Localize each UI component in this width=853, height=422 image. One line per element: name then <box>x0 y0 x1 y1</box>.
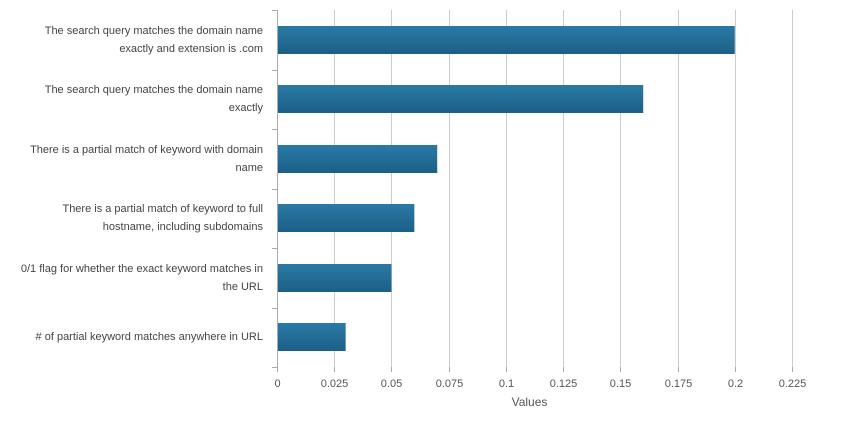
axes <box>272 10 793 372</box>
gridlines <box>334 10 793 367</box>
x-tick-label: 0.2 <box>728 378 743 390</box>
y-category-label: The search query matches the domain name… <box>44 84 263 114</box>
x-tick-label: 0 <box>274 378 280 390</box>
y-category-label: There is a partial match of keyword with… <box>30 144 263 174</box>
bar[interactable] <box>278 264 392 292</box>
x-axis-title: Values <box>512 395 548 409</box>
bar[interactable] <box>278 145 438 173</box>
x-tick-label: 0.05 <box>381 378 402 390</box>
x-tick-label: 0.175 <box>665 378 693 390</box>
bar[interactable] <box>278 323 346 351</box>
bars <box>278 26 735 351</box>
bar[interactable] <box>278 26 735 54</box>
y-category-label: 0/1 flag for whether the exact keyword m… <box>20 263 263 293</box>
y-category-label: There is a partial match of keyword to f… <box>62 203 263 233</box>
x-tick-label: 0.075 <box>436 378 464 390</box>
x-tick-label: 0.025 <box>321 378 349 390</box>
bar[interactable] <box>278 85 644 113</box>
x-tick-label: 0.125 <box>550 378 578 390</box>
x-tick-label: 0.225 <box>779 378 807 390</box>
bar[interactable] <box>278 204 415 232</box>
x-tick-label: 0.15 <box>610 378 631 390</box>
x-tick-labels: 0 0.025 0.05 0.075 0.1 0.125 0.15 0.175 0.2 0.225 <box>274 378 806 390</box>
y-category-label: The search query matches the domain name… <box>44 25 263 55</box>
x-tick-label: 0.1 <box>499 378 514 390</box>
y-category-label: # of partial keyword matches anywhere in… <box>35 331 263 343</box>
